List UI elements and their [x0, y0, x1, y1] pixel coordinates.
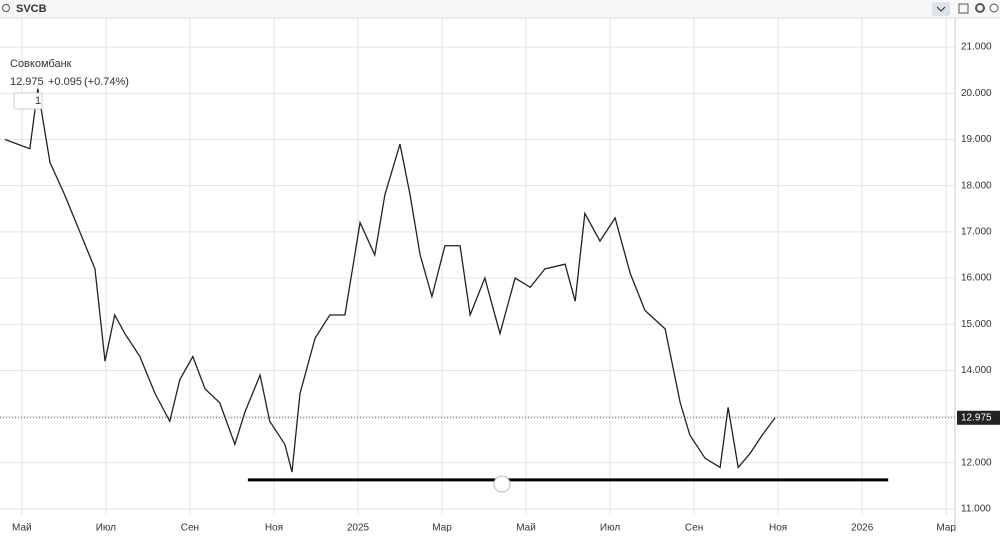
dropdown-icon	[936, 6, 946, 12]
price-line	[4, 88, 776, 473]
ticker[interactable]: SVCB	[16, 3, 47, 15]
y-tick-label: 20.000	[961, 88, 992, 99]
interval[interactable]: 1	[35, 95, 41, 107]
x-tick-label: 2025	[347, 523, 370, 532]
y-tick-label: 15.000	[961, 319, 992, 330]
last-price-label: 12.975	[961, 412, 992, 423]
x-tick-label: Мар	[432, 523, 452, 532]
settings-icon[interactable]	[975, 3, 985, 13]
last-price-box	[957, 410, 1000, 425]
x-tick-label: Июл	[600, 523, 620, 532]
x-tick-label: Ноя	[769, 523, 787, 532]
y-tick-label: 11.000	[961, 504, 991, 515]
legend-name: Совкомбанк	[10, 58, 72, 70]
y-tick-label: 14.000	[961, 365, 992, 376]
info-icon[interactable]	[989, 3, 999, 13]
x-tick-label: Ноя	[265, 523, 283, 532]
x-tick-label: Сен	[181, 523, 199, 532]
y-tick-label: 12.000	[961, 457, 992, 468]
search-icon[interactable]	[2, 4, 10, 12]
x-tick-label: Июл	[96, 523, 116, 532]
y-tick-label: 19.000	[961, 134, 992, 145]
x-tick-label: Май	[516, 523, 536, 532]
legend-price: 12.975	[10, 76, 44, 88]
interval-box[interactable]	[13, 92, 43, 110]
window-icon[interactable]	[958, 3, 969, 14]
plot: 11.00012.00013.00014.00015.00016.00017.0…	[0, 18, 1000, 534]
x-tick-label: Май	[12, 523, 32, 532]
toolbar	[0, 0, 1000, 18]
y-tick-label: 18.000	[961, 180, 992, 191]
legend-change: +0.095	[48, 76, 82, 88]
legend-change-pct: (+0.74%)	[84, 76, 129, 88]
x-tick-label: Сен	[685, 523, 703, 532]
x-tick-label: Мар	[936, 523, 956, 532]
reset-button[interactable]	[493, 475, 511, 493]
y-tick-label: 16.000	[961, 273, 992, 284]
y-tick-label: 17.000	[961, 226, 992, 237]
dropdown-button[interactable]	[932, 2, 950, 16]
x-tick-label: 2026	[851, 523, 874, 532]
y-tick-label: 21.000	[961, 42, 992, 53]
